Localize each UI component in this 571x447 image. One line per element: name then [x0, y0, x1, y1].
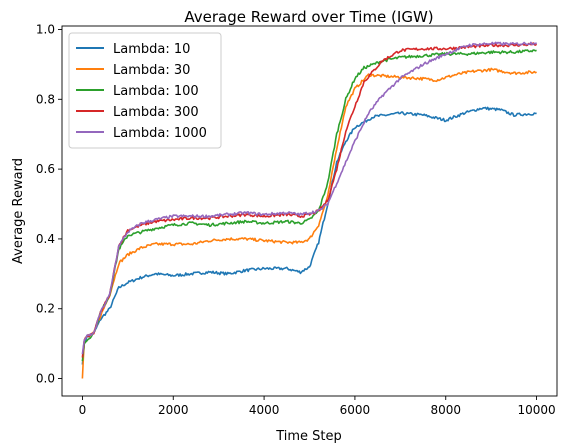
x-tick-label: 4000 [249, 403, 280, 417]
y-tick-label: 0.0 [36, 372, 55, 386]
x-axis-label: Time Step [275, 429, 342, 444]
series-line-1 [81, 106, 537, 365]
x-tick-label: 2000 [158, 403, 189, 417]
y-tick-label: 0.6 [36, 162, 55, 176]
series-line-3 [81, 49, 537, 362]
legend-label: Lambda: 1000 [113, 126, 207, 141]
plot-area [81, 41, 538, 379]
x-tick-label: 6000 [340, 403, 371, 417]
y-axis-label: Average Reward [11, 158, 26, 264]
y-tick-label: 0.8 [36, 92, 55, 106]
legend-box [68, 32, 222, 149]
y-tick-label: 0.2 [36, 302, 55, 316]
legend-label: Lambda: 300 [113, 105, 199, 120]
legend-label: Lambda: 100 [113, 84, 199, 99]
y-axis: 0.0 0.2 0.4 0.6 0.8 1.0 [36, 22, 62, 386]
x-tick-label: 0 [79, 403, 87, 417]
y-tick-label: 1.0 [36, 22, 55, 36]
legend: Lambda: 10 Lambda: 30 Lambda: 100 Lambda: 3… [68, 32, 222, 149]
x-tick-label: 10000 [517, 403, 555, 417]
series-line-2 [81, 67, 537, 379]
x-tick-label: 8000 [430, 403, 461, 417]
series-line-5 [81, 41, 538, 355]
plot-frame [61, 25, 558, 397]
legend-label: Lambda: 10 [113, 42, 190, 57]
x-axis: 0 2000 4000 6000 8000 10000 [79, 396, 556, 417]
chart-title: Average Reward over Time (IGW) [184, 8, 433, 26]
legend-label: Lambda: 30 [113, 63, 190, 78]
y-tick-label: 0.4 [36, 232, 55, 246]
